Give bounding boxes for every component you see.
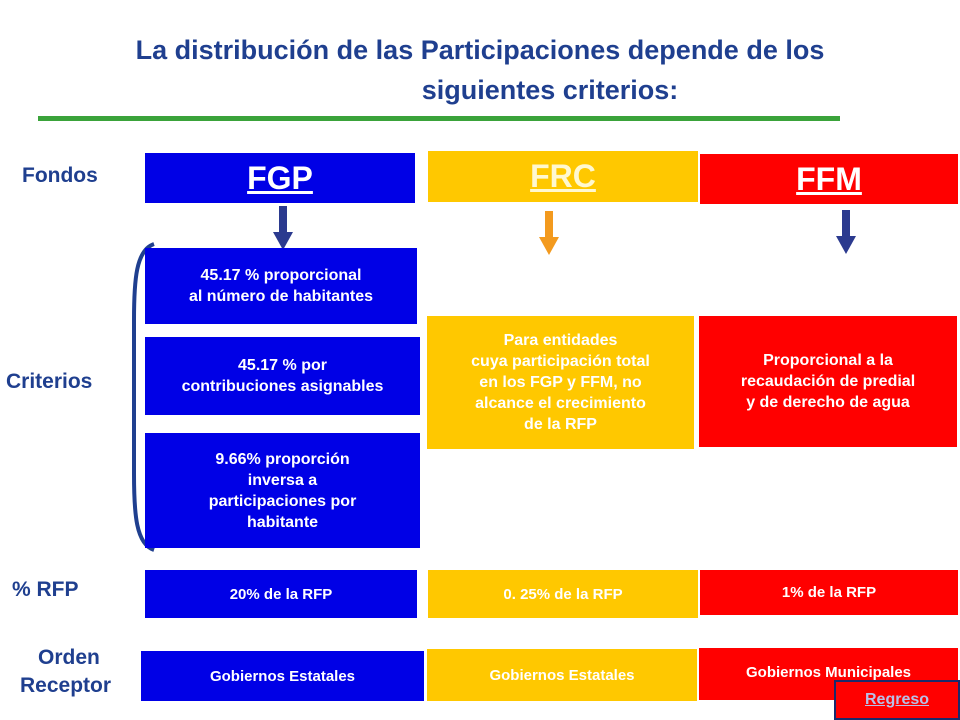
title-line-2: siguientes criterios: [421,75,679,105]
label-orden: Orden [38,646,100,669]
criterion-line: habitante [246,513,319,531]
fgp-header[interactable]: FGP [145,153,415,203]
ffm-receptor: Gobiernos Municipales [699,648,958,700]
frc-receptor-label: Gobiernos Estatales [489,666,635,684]
ffm-down-arrow-icon [836,210,856,254]
ffm-rfp-label: 1% de la RFP [781,584,877,601]
criterion-line: 9.66% proporción [215,450,350,468]
criterion-line: inversa a [247,471,318,489]
title-line-1: La distribución de las Participaciones d… [135,35,825,65]
ffm-header-label: FFM [796,160,862,197]
label-criterios: Criterios [6,370,93,393]
criterion-line: Proporcional a la [763,352,893,369]
label-rfp: % RFP [12,578,79,601]
page-title: La distribución de las Participaciones d… [40,30,920,110]
criterion-line: cuya participación total [471,353,650,370]
return-button-label: Regreso [864,691,930,708]
criterion-line: Para entidades [503,332,618,349]
criterion-line: en los FGP y FFM, no [479,374,642,391]
criteria-bracket [132,242,155,552]
criterion-line: 45.17 % por [238,357,327,374]
ffm-rfp: 1% de la RFP [700,570,958,615]
criterion-line: recaudación de predial [740,373,916,390]
frc-criterion: Para entidades cuya participación total … [427,316,694,449]
criterion-line: y de derecho de agua [746,394,910,411]
criterion-line: alcance el crecimiento [475,395,646,412]
fgp-down-arrow-icon [273,206,293,250]
frc-rfp-label: 0. 25% de la RFP [503,585,623,603]
frc-header-label: FRC [530,158,596,194]
criterion-line: de la RFP [524,416,597,433]
ffm-criterion: Proporcional a la recaudación de predial… [699,316,957,447]
title-divider [38,116,840,121]
fgp-receptor-label: Gobiernos Estatales [209,667,356,685]
criterion-line: 45.17 % proporcional [200,267,362,284]
fgp-criterion-contributions: 45.17 % por contribuciones asignables [145,337,420,415]
return-button[interactable]: Regreso [834,680,960,720]
criterion-line: contribuciones asignables [181,378,384,395]
fgp-receptor: Gobiernos Estatales [141,651,424,701]
frc-down-arrow-icon [539,211,559,255]
frc-rfp: 0. 25% de la RFP [428,570,698,618]
criterion-line: participaciones por [208,492,357,510]
criterion-line: al número de habitantes [188,288,374,305]
label-fondos: Fondos [22,164,98,187]
label-receptor: Receptor [20,674,112,697]
fgp-header-label: FGP [247,159,313,196]
frc-header[interactable]: FRC [428,151,698,202]
fgp-rfp-label: 20% de la RFP [229,585,333,603]
ffm-receptor-label: Gobiernos Municipales [745,664,912,681]
frc-receptor: Gobiernos Estatales [427,649,697,701]
fgp-criterion-inverse: 9.66% proporción inversa a participacion… [145,433,420,548]
fgp-criterion-population: 45.17 % proporcional al número de habita… [145,248,417,324]
fgp-rfp: 20% de la RFP [145,570,417,618]
ffm-header[interactable]: FFM [700,154,958,204]
